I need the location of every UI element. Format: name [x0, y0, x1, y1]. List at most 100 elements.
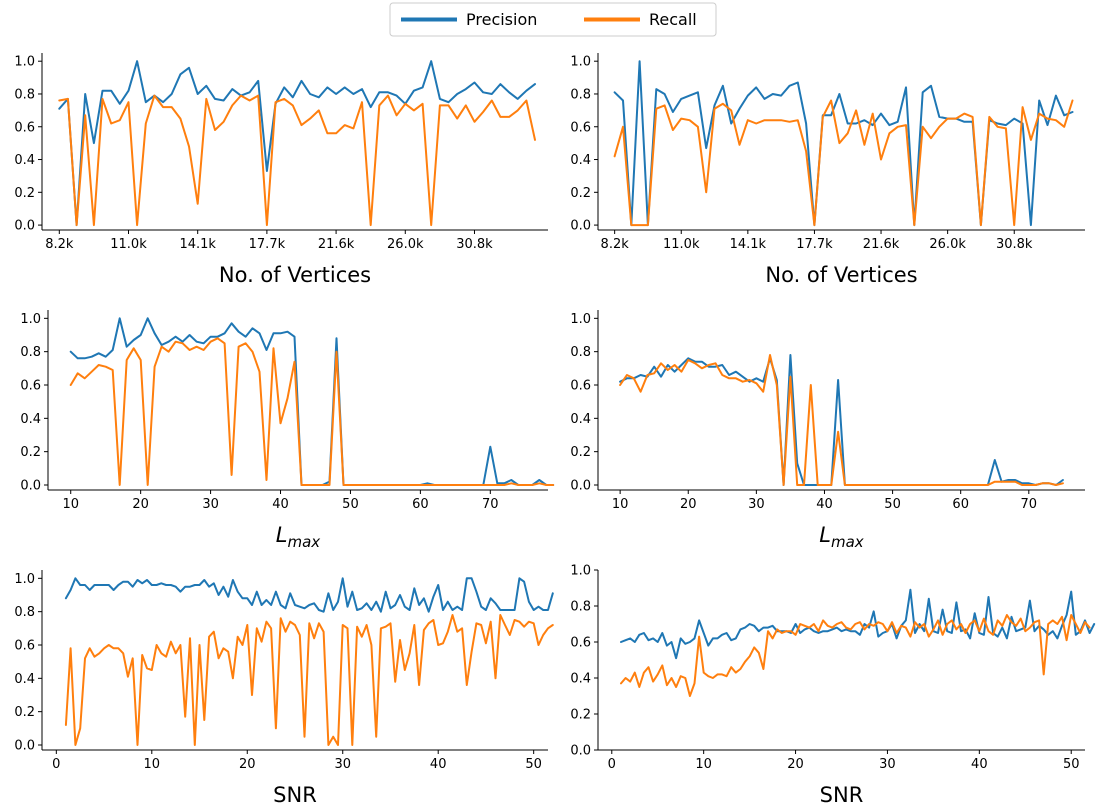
y-tick-label: 1.0 — [570, 55, 591, 70]
y-tick-label: 0.6 — [570, 636, 591, 651]
series-line-precision — [613, 60, 1074, 227]
y-tick-label: 0.8 — [570, 87, 591, 102]
x-tick-label: 20 — [787, 757, 804, 772]
series-line-recall — [619, 354, 1064, 486]
legend-frame — [389, 2, 717, 37]
x-axis-title: Lmax — [276, 523, 321, 551]
y-tick-label: 0.6 — [14, 120, 35, 135]
y-tick-label: 1.0 — [14, 572, 35, 587]
x-tick-label: 40 — [430, 757, 447, 772]
legend-label-precision: Precision — [466, 10, 537, 29]
x-tick-label: 11.0k — [110, 237, 147, 252]
y-tick-label: 0.6 — [20, 379, 41, 394]
y-tick-label: 0.4 — [570, 153, 591, 168]
series-line-precision — [58, 60, 536, 227]
y-tick-label: 0.8 — [570, 600, 591, 615]
x-tick-label: 0 — [52, 757, 60, 772]
x-tick-label: 30 — [202, 497, 219, 512]
y-tick-label: 0.0 — [570, 219, 591, 234]
y-tick-label: 0.8 — [20, 345, 41, 360]
x-tick-label: 10 — [612, 497, 629, 512]
y-tick-label: 0.8 — [14, 87, 35, 102]
x-tick-label: 10 — [695, 757, 712, 772]
y-tick-label: 0.0 — [570, 479, 591, 494]
y-tick-label: 0.4 — [570, 672, 591, 687]
x-tick-label: 21.6k — [318, 237, 355, 252]
x-tick-label: 26.0k — [387, 237, 424, 252]
y-tick-label: 0.4 — [570, 412, 591, 427]
x-tick-label: 26.0k — [929, 237, 966, 252]
chart-panel-5: 0.0 0.2 0.4 0.6 0.8 1.0 0 10 20 30 40 50 SNR — [14, 570, 554, 807]
series-line-recall — [64, 614, 554, 746]
x-axis-title: No. of Vertices — [765, 263, 917, 287]
y-tick-label: 0.0 — [14, 219, 35, 234]
y-tick-label: 0.0 — [570, 744, 591, 759]
legend: Precision Recall — [389, 2, 717, 37]
x-tick-label: 70 — [482, 497, 499, 512]
x-tick-label: 14.1k — [179, 237, 216, 252]
x-tick-label: 20 — [132, 497, 149, 512]
y-tick-label: 0.8 — [14, 605, 35, 620]
x-tick-label: 60 — [412, 497, 429, 512]
y-tick-label: 0.0 — [20, 479, 41, 494]
x-tick-label: 40 — [816, 497, 833, 512]
x-tick-label: 17.7k — [796, 237, 833, 252]
x-tick-label: 40 — [272, 497, 289, 512]
x-tick-label: 60 — [952, 497, 969, 512]
x-tick-label: 11.0k — [663, 237, 700, 252]
y-tick-label: 0.4 — [14, 672, 35, 687]
chart-panel-3: 0.0 0.2 0.4 0.6 0.8 1.0 10 20 30 40 50 60 70 Lmax — [20, 310, 555, 551]
x-axis-title: SNR — [820, 783, 864, 807]
chart-panel-2: 0.0 0.2 0.4 0.6 0.8 1.0 8.2k 11.0k 14.1k 17.7k 21.… — [570, 53, 1085, 287]
series-line-recall — [620, 614, 1091, 697]
series-line-precision — [620, 588, 1096, 660]
y-tick-label: 0.6 — [570, 379, 591, 394]
x-tick-label: 50 — [884, 497, 901, 512]
x-axis-title: SNR — [273, 783, 317, 807]
y-tick-label: 0.6 — [14, 639, 35, 654]
y-tick-label: 0.6 — [570, 120, 591, 135]
x-tick-label: 40 — [971, 757, 988, 772]
x-tick-label: 21.6k — [863, 237, 900, 252]
y-tick-label: 1.0 — [14, 55, 35, 70]
y-tick-label: 1.0 — [20, 312, 41, 327]
x-tick-label: 50 — [342, 497, 359, 512]
legend-label-recall: Recall — [649, 10, 697, 29]
chart-panel-4: 0.0 0.2 0.4 0.6 0.8 1.0 10 20 30 40 50 60 70 Lmax — [570, 310, 1085, 551]
y-tick-label: 0.2 — [570, 708, 591, 723]
y-tick-label: 0.2 — [14, 705, 35, 720]
x-tick-label: 17.7k — [249, 237, 286, 252]
series-line-recall — [613, 99, 1074, 227]
x-tick-label: 30 — [879, 757, 896, 772]
y-tick-label: 0.8 — [570, 345, 591, 360]
x-tick-label: 50 — [1063, 757, 1080, 772]
y-tick-label: 0.2 — [570, 445, 591, 460]
x-tick-label: 30 — [334, 757, 351, 772]
x-tick-label: 30 — [748, 497, 765, 512]
x-tick-label: 50 — [525, 757, 542, 772]
y-tick-label: 0.2 — [14, 186, 35, 201]
series-line-recall — [69, 337, 555, 486]
x-tick-label: 14.1k — [730, 237, 767, 252]
x-axis-title: No. of Vertices — [219, 263, 371, 287]
x-tick-label: 70 — [1021, 497, 1038, 512]
y-tick-label: 0.0 — [14, 739, 35, 754]
y-tick-label: 0.4 — [20, 412, 41, 427]
chart-panel-6: 0.0 0.2 0.4 0.6 0.8 1.0 0 10 20 30 40 50 SNR — [570, 564, 1096, 807]
x-tick-label: 20 — [239, 757, 256, 772]
y-tick-label: 0.4 — [14, 153, 35, 168]
series-line-precision — [619, 354, 1064, 486]
y-tick-label: 1.0 — [570, 564, 591, 579]
y-tick-label: 0.2 — [20, 445, 41, 460]
chart-panel-1: 0.0 0.2 0.4 0.6 0.8 1.0 8.2k 11.0k 14.1k 17.7k 21.… — [14, 53, 548, 287]
x-tick-label: 10 — [62, 497, 79, 512]
y-tick-label: 1.0 — [570, 312, 591, 327]
series-line-recall — [58, 94, 536, 227]
y-tick-label: 0.2 — [570, 186, 591, 201]
x-tick-label: 30.8k — [996, 237, 1033, 252]
x-tick-label: 20 — [680, 497, 697, 512]
x-tick-label: 10 — [144, 757, 161, 772]
x-tick-label: 8.2k — [601, 237, 630, 252]
x-tick-label: 8.2k — [45, 237, 74, 252]
